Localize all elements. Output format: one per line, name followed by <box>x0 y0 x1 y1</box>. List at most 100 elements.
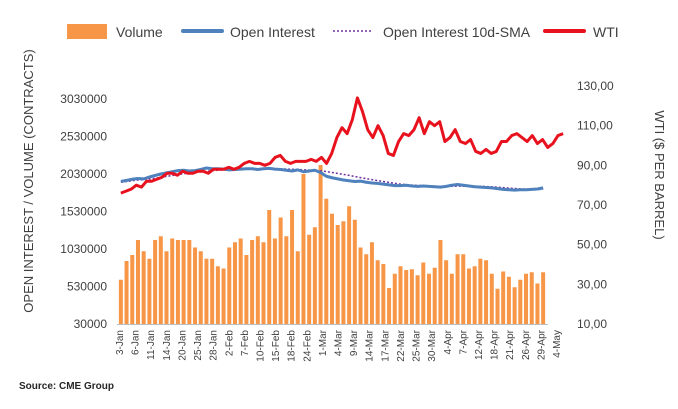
right-tick-label: 110,00 <box>577 119 613 133</box>
volume-bar <box>495 288 500 324</box>
volume-bar <box>524 273 529 324</box>
volume-bar <box>347 206 352 324</box>
volume-bar <box>318 165 323 324</box>
series-lines <box>120 96 564 195</box>
volume-bar <box>227 247 232 324</box>
volume-bar <box>358 247 363 324</box>
volume-bar <box>432 267 437 324</box>
volume-bars <box>118 165 546 324</box>
volume-bar <box>449 273 454 324</box>
volume-bar <box>244 255 249 324</box>
left-tick-label: 2530000 <box>60 130 107 144</box>
volume-bar <box>335 225 340 324</box>
x-tick-label: 14-Mar <box>365 329 376 361</box>
volume-bar <box>170 238 175 324</box>
volume-bar <box>369 242 374 324</box>
wti-line <box>120 96 564 195</box>
volume-bar <box>404 270 409 324</box>
volume-bar <box>307 234 312 324</box>
volume-bar <box>118 279 123 324</box>
volume-bar <box>210 258 215 324</box>
volume-bar <box>427 273 432 324</box>
x-tick-label: 20-Jan <box>177 330 188 361</box>
volume-bar <box>290 210 295 324</box>
volume-bar <box>438 240 443 324</box>
volume-bar <box>478 258 483 324</box>
source-note: Source: CME Group <box>19 381 114 392</box>
right-axis-title: WTI ($ PER BARREL) <box>652 110 667 239</box>
volume-bar <box>501 271 506 324</box>
legend-wti-label: WTI <box>593 24 619 40</box>
volume-bar <box>130 255 135 324</box>
volume-bar <box>267 210 272 324</box>
volume-bar <box>444 260 449 324</box>
x-tick-label: 6-Jan <box>131 330 142 355</box>
left-tick-label: 3030000 <box>60 92 107 106</box>
x-tick-label: 12-Apr <box>474 329 485 360</box>
volume-bar <box>364 254 369 324</box>
volume-bar <box>484 260 489 324</box>
volume-bar <box>278 217 283 324</box>
x-tick-label: 22-Mar <box>396 329 407 361</box>
x-tick-label: 1-Mar <box>318 329 329 356</box>
volume-bar <box>158 236 163 324</box>
volume-bar <box>506 276 511 324</box>
x-tick-label: 25-Jan <box>193 330 204 361</box>
volume-bar <box>312 227 317 324</box>
x-tick-label: 24-Feb <box>302 330 313 362</box>
volume-bar <box>352 219 357 324</box>
left-axis-title: OPEN INTEREST / VOLUME (CONTRACTS) <box>21 49 36 312</box>
left-tick-label: 2030000 <box>60 167 107 181</box>
legend-open-interest-label: Open Interest <box>230 24 315 40</box>
volume-bar <box>466 268 471 324</box>
volume-bar <box>255 236 260 324</box>
x-tick-label: 10-Feb <box>256 330 267 362</box>
volume-bar <box>232 242 237 324</box>
right-tick-label: 30,00 <box>577 277 607 291</box>
left-axis-ticks: 30000 530000 1030000 1530000 2030000 2530000 3… <box>60 92 107 331</box>
right-tick-label: 90,00 <box>577 158 607 172</box>
volume-bar <box>135 240 140 324</box>
volume-bar <box>392 273 397 324</box>
legend-volume-label: Volume <box>116 24 163 40</box>
volume-bar <box>295 251 300 324</box>
volume-bar <box>301 174 306 324</box>
x-axis-ticks: 3-Jan 6-Jan 11-Jan 14-Jan 20-Jan 25-Jan 28-Jan… <box>115 329 563 361</box>
x-tick-label: 2-Feb <box>224 330 235 357</box>
volume-bar <box>164 251 169 324</box>
legend: Volume Open Interest Open Interest 10d-S… <box>67 24 619 40</box>
volume-bar <box>461 254 466 324</box>
volume-bar <box>181 240 186 324</box>
volume-bar <box>415 275 420 324</box>
left-tick-label: 30000 <box>74 317 108 331</box>
volume-bar <box>541 272 546 324</box>
volume-bar <box>153 240 158 324</box>
volume-bar <box>272 238 277 324</box>
volume-bar <box>472 266 477 324</box>
x-tick-label: 28-Jan <box>209 330 220 361</box>
volume-bar <box>221 268 226 324</box>
x-tick-label: 30-Mar <box>427 329 438 361</box>
open-interest-line <box>120 166 544 192</box>
volume-bar <box>141 251 146 324</box>
legend-oi-sma-label: Open Interest 10d-SMA <box>383 24 531 40</box>
right-axis-ticks: 10,00 30,00 50,00 70,00 90,00 110,00 130,00 <box>577 79 614 331</box>
x-tick-label: 7-Apr <box>458 329 469 354</box>
left-tick-label: 1530000 <box>60 205 107 219</box>
x-tick-label: 29-Apr <box>536 329 547 360</box>
volume-bar <box>324 198 329 324</box>
x-tick-label: 17-Mar <box>380 329 391 361</box>
volume-bar <box>518 279 523 324</box>
volume-bar <box>375 260 380 324</box>
volume-bar <box>284 236 289 324</box>
x-tick-label: 18-Apr <box>490 329 501 360</box>
volume-bar <box>341 221 346 324</box>
x-tick-label: 14-Jan <box>162 330 173 361</box>
left-tick-label: 530000 <box>67 280 107 294</box>
volume-bar <box>261 242 266 324</box>
x-tick-label: 21-Apr <box>505 329 516 360</box>
volume-bar <box>529 272 534 324</box>
x-tick-label: 25-Mar <box>412 329 423 361</box>
